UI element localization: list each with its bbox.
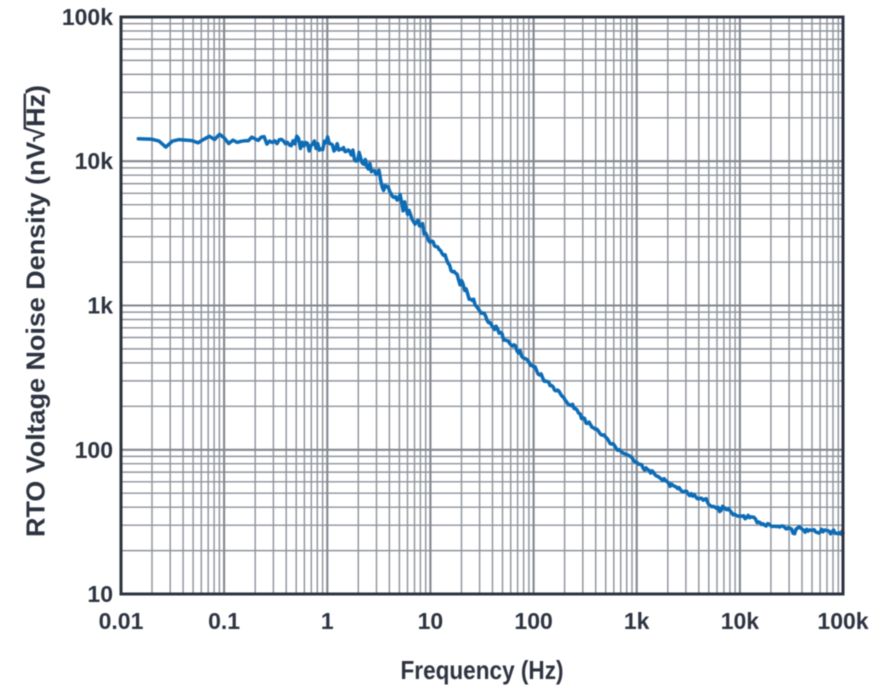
svg-text:10: 10 [87, 581, 113, 607]
svg-text:Frequency (Hz): Frequency (Hz) [401, 655, 564, 685]
svg-text:1: 1 [321, 608, 334, 634]
svg-text:10k: 10k [75, 148, 114, 174]
svg-text:1k: 1k [87, 293, 113, 319]
svg-text:0.01: 0.01 [99, 608, 144, 634]
svg-text:1k: 1k [624, 608, 650, 634]
svg-text:RTO Voltage Noise Density (nV√: RTO Voltage Noise Density (nV√Hz) [21, 85, 51, 537]
svg-text:100: 100 [514, 608, 552, 634]
svg-text:100: 100 [75, 437, 113, 463]
svg-text:100k: 100k [817, 608, 868, 634]
svg-text:10: 10 [418, 608, 444, 634]
svg-text:10k: 10k [721, 608, 760, 634]
svg-text:0.1: 0.1 [208, 608, 240, 634]
svg-text:100k: 100k [62, 4, 113, 30]
